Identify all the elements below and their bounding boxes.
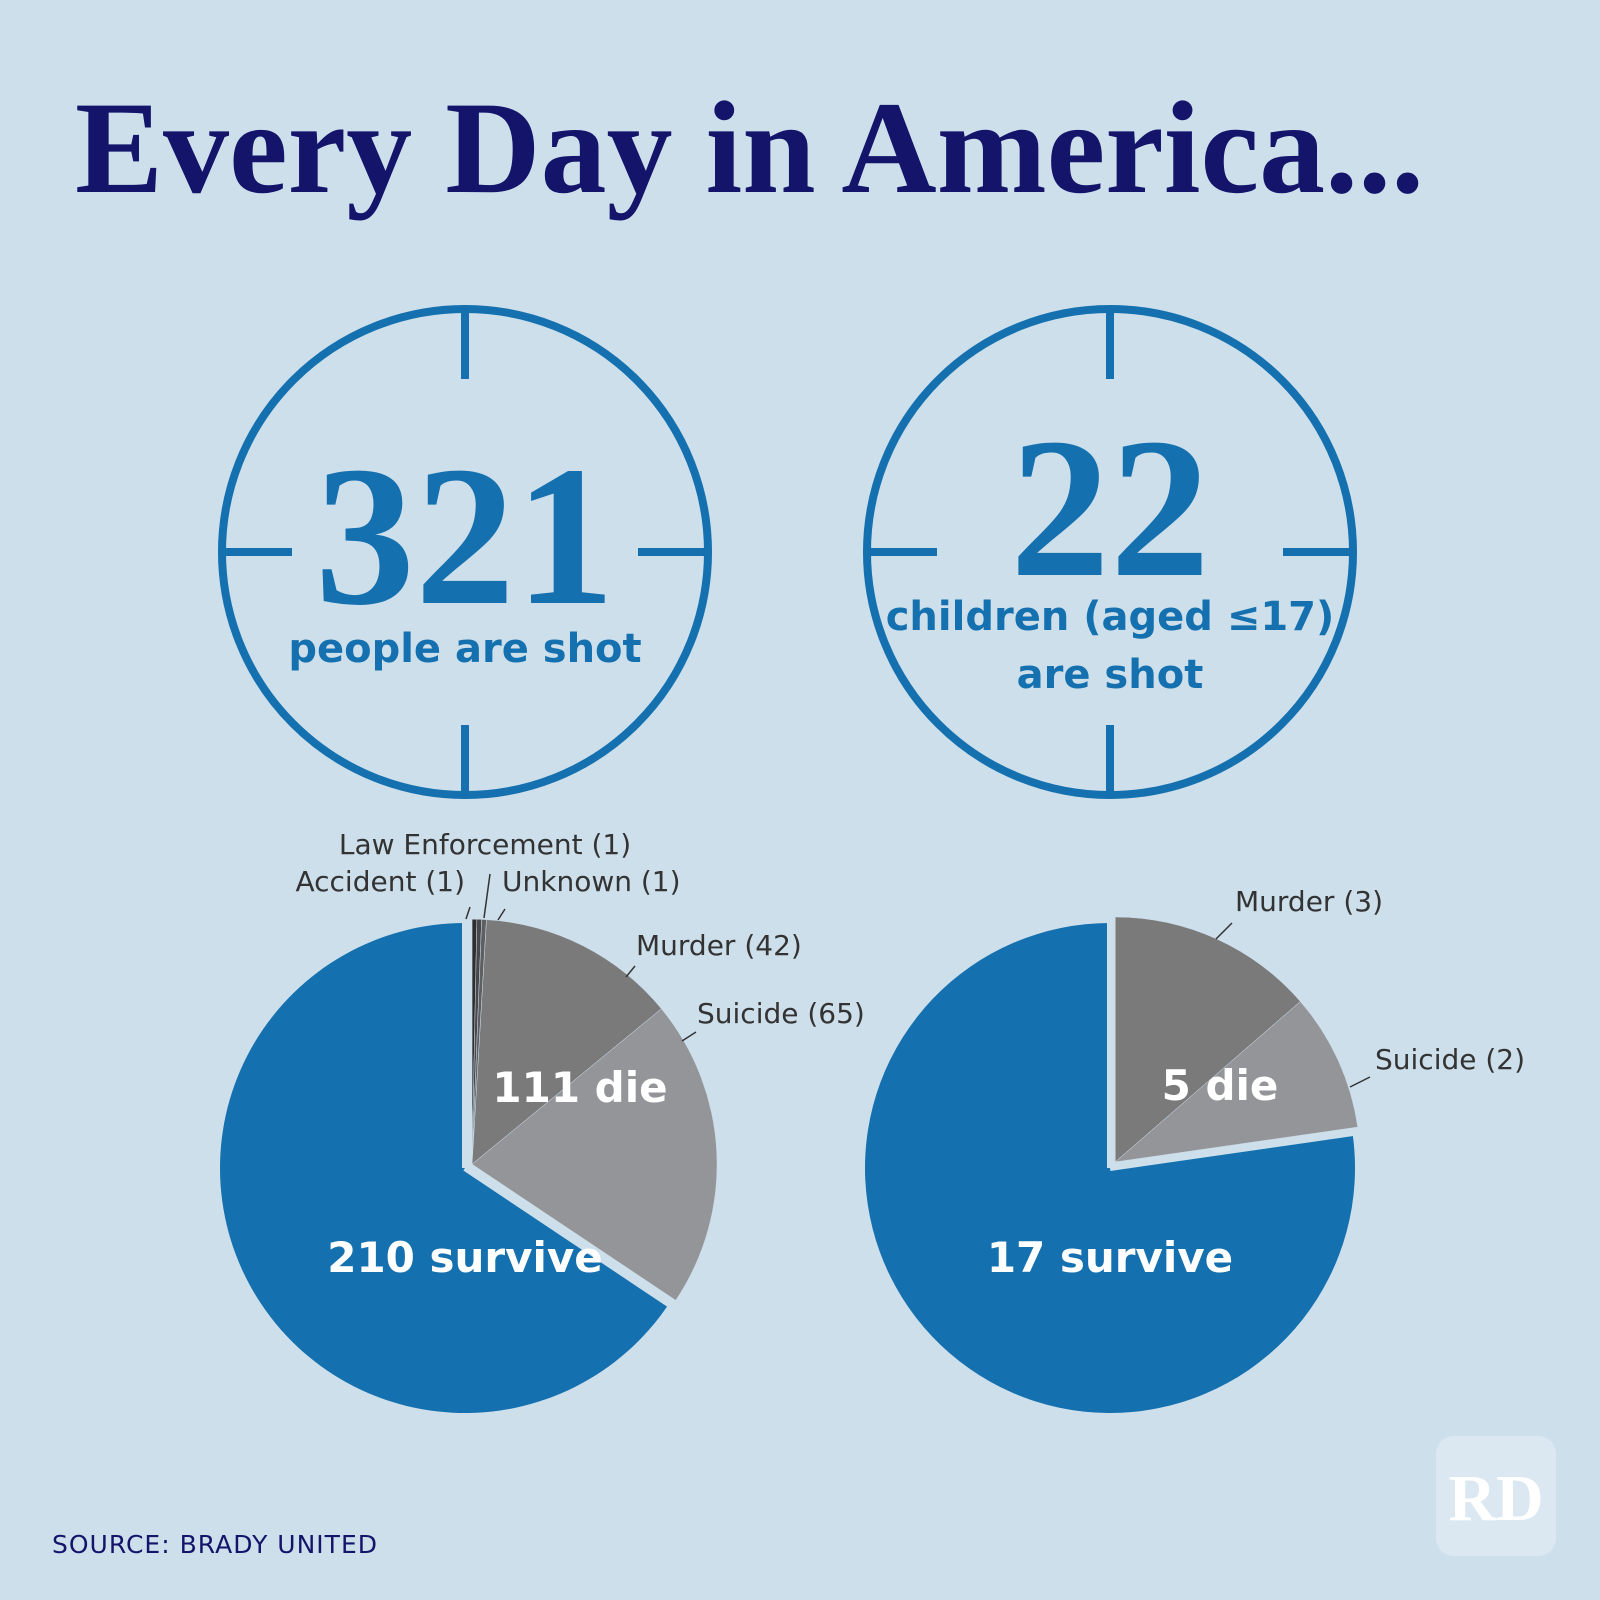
slice-label: Unknown (1): [502, 865, 681, 898]
stat-label: are shot: [1017, 652, 1204, 698]
pie-slice: [471, 1008, 718, 1301]
pie-slice: [1114, 916, 1301, 1163]
stat-label: children (aged ≤17): [886, 594, 1335, 640]
slice-label: 17 survive: [987, 1233, 1233, 1282]
leader-line: [497, 908, 506, 921]
stat-number: 22: [1010, 398, 1210, 619]
leader-line: [625, 965, 636, 978]
cut-line: [1109, 1128, 1363, 1171]
pie-slice: [1114, 1001, 1359, 1163]
leader-line: [1349, 1076, 1371, 1088]
leader-line: [681, 1031, 697, 1042]
source: SOURCE: BRADY UNITED: [52, 1530, 378, 1559]
slice-label: 210 survive: [327, 1233, 603, 1282]
group-label: 5 die: [1162, 1061, 1279, 1110]
title: Every Day in America...: [75, 74, 1424, 221]
stat-label: people are shot: [288, 626, 641, 672]
logo-box: [1436, 1436, 1556, 1556]
leader-line: [1215, 922, 1233, 940]
slice-label: Law Enforcement (1): [339, 828, 631, 861]
pie-slice: [220, 923, 669, 1413]
cut-line: [463, 1165, 679, 1313]
slice-label: Suicide (65): [697, 997, 865, 1030]
slice-label: Accident (1): [295, 865, 465, 898]
slice-label: Murder (42): [636, 929, 802, 962]
logo: RD: [1448, 1462, 1543, 1535]
slice-label: Suicide (2): [1375, 1043, 1525, 1076]
group-label: 111 die: [492, 1063, 667, 1112]
leader-line: [465, 906, 471, 920]
slice-label: Murder (3): [1235, 885, 1383, 918]
leader-line: [483, 873, 491, 919]
stat-number: 321: [315, 426, 615, 647]
pie-slice: [471, 919, 662, 1165]
